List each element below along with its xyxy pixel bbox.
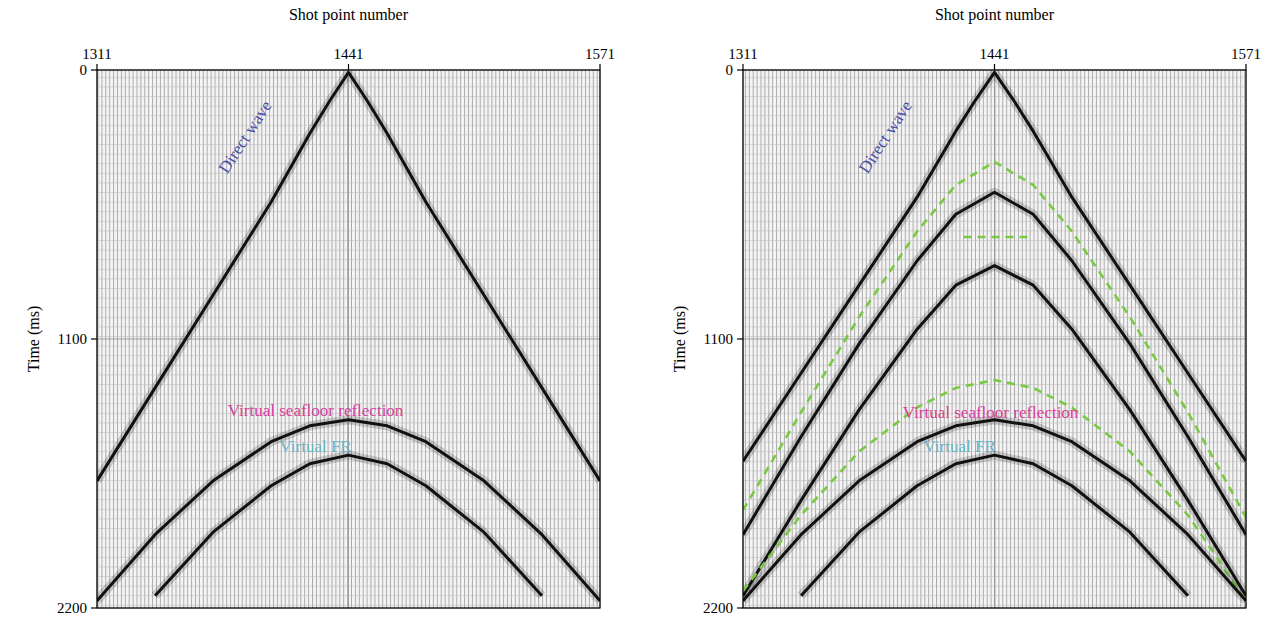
y-tick-label: 2200 (57, 600, 87, 616)
event-halo (743, 420, 1246, 601)
x-tick (1245, 64, 1246, 70)
picked-horizon (743, 380, 1246, 601)
panel: 1311 1441 1571 0 1100 2200 Shot point number Ti… (25, 6, 615, 616)
x-tick (599, 64, 600, 70)
x-tick-label: 1441 (980, 46, 1010, 62)
plot-frame (743, 70, 1246, 608)
y-axis-title: Time (ms) (671, 306, 689, 373)
event-halo (155, 455, 542, 596)
plot-frame (97, 70, 600, 608)
x-axis-title: Shot point number (935, 6, 1055, 24)
seismic-event (743, 420, 1246, 601)
annotation: Direct wave (855, 97, 916, 177)
panel: 1311 1441 1571 0 1100 2200 Shot point number Ti… (671, 6, 1261, 616)
annotation: Virtual seafloor reflection (228, 401, 404, 420)
event-halo (97, 420, 600, 601)
picked-horizon (964, 236, 1028, 239)
events (743, 72, 1246, 600)
x-tick (994, 64, 995, 70)
seismic-event (97, 72, 600, 480)
event-halo (801, 455, 1188, 596)
annotation: Virtual seafloor reflection (903, 403, 1079, 422)
x-tick (742, 64, 743, 70)
y-tick (91, 69, 97, 70)
x-tick-label: 1311 (82, 46, 111, 62)
grid-line (97, 339, 600, 340)
y-tick-label: 0 (80, 62, 88, 78)
x-tick-label: 1311 (728, 46, 757, 62)
event-halo (97, 72, 600, 480)
figure: 1311 1441 1571 0 1100 2200 Shot point number Ti… (0, 0, 1271, 622)
x-tick-label: 1571 (1231, 46, 1261, 62)
y-tick-label: 0 (726, 62, 734, 78)
x-axis-title: Shot point number (289, 6, 409, 24)
x-tick (348, 64, 349, 70)
y-axis-title: Time (ms) (25, 306, 43, 373)
seismic-event (743, 192, 1246, 534)
seismic-event (743, 266, 1246, 596)
x-tick-label: 1571 (585, 46, 615, 62)
y-tick-label: 1100 (58, 331, 87, 347)
plot-background (97, 70, 600, 608)
plot-background (743, 70, 1246, 608)
annotation: Direct wave (215, 97, 276, 177)
y-tick-label: 2200 (703, 600, 733, 616)
event-halo (743, 266, 1246, 596)
event-halo (743, 192, 1246, 534)
y-tick (737, 338, 743, 339)
y-tick (91, 607, 97, 608)
x-tick (96, 64, 97, 70)
x-tick-label: 1441 (334, 46, 364, 62)
y-tick-label: 1100 (704, 331, 733, 347)
y-tick (737, 69, 743, 70)
y-tick (737, 607, 743, 608)
y-tick (91, 338, 97, 339)
seismic-event (155, 455, 542, 596)
picked-horizon (743, 162, 1246, 518)
annotation: Virtual FR (280, 437, 353, 456)
events (97, 72, 600, 600)
seismic-event (801, 455, 1188, 596)
seismic-event (97, 420, 600, 601)
annotation: Virtual FR (924, 437, 997, 456)
